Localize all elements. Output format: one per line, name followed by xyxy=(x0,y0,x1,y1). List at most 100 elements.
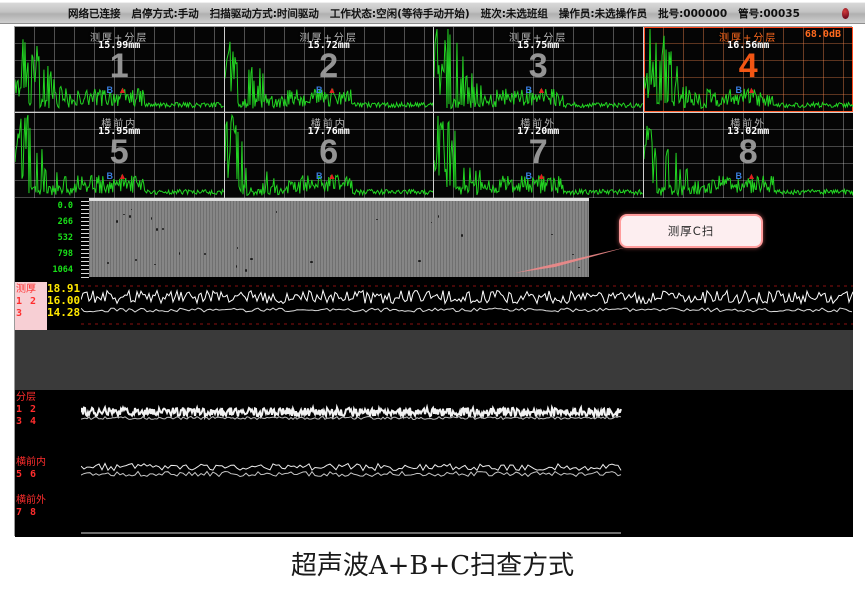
cscan-defect-marker xyxy=(551,233,554,235)
thickness-value: 18.91 xyxy=(47,282,81,295)
ascan-panel-6[interactable]: 横前内 17.76mm 6 B▲ xyxy=(224,112,434,198)
cscan-axis-tick: 1064 xyxy=(52,265,73,275)
cscan-defect-marker xyxy=(235,265,237,268)
ascan-panel-grid: 测厚+分层 15.99mm 1 B▲ 测厚+分层 15.72mm 2 B▲ 测厚+分层 15.75… xyxy=(15,27,853,198)
ascan-gate-markers: B▲ xyxy=(644,171,854,181)
band-label-lamination: 分层 1 2 3 4 xyxy=(15,390,47,455)
ascan-thickness-value: 15.95mm xyxy=(98,125,141,137)
bscan-trace xyxy=(81,462,622,478)
cscan-callout-label: 测厚C扫 xyxy=(667,224,715,238)
status-scan-drive-mode: 扫描驱动方式:时间驱动 xyxy=(209,7,319,20)
cscan-defect-marker xyxy=(115,219,118,223)
band-title: 横前内 xyxy=(16,457,46,468)
ascan-channel-number: 6 xyxy=(319,132,339,171)
status-batch-no: 批号:000000 xyxy=(658,7,728,20)
ascan-title: 横前内 xyxy=(310,118,347,130)
bscan-plot-thickness[interactable] xyxy=(81,282,853,330)
ascan-gate-markers: B▲ xyxy=(15,171,224,181)
cscan-defect-marker xyxy=(460,234,463,238)
ascan-channel-number: 7 xyxy=(528,132,548,171)
cscan-defect-marker xyxy=(375,219,378,221)
gate-a-icon: ▲ xyxy=(118,85,132,95)
bscan-trace xyxy=(81,403,622,421)
cscan-axis-tick: 798 xyxy=(57,249,73,259)
ascan-thickness-value: 17.76mm xyxy=(307,125,350,137)
ascan-channel-number: 8 xyxy=(738,132,758,171)
ascan-title: 横前外 xyxy=(730,118,767,130)
gate-a-icon: ▲ xyxy=(118,170,132,181)
cscan-defect-marker xyxy=(577,267,580,269)
ascan-panel-3[interactable]: 测厚+分层 15.75mm 3 B▲ xyxy=(434,27,644,113)
ascan-gate-markers: B▲ xyxy=(434,85,643,95)
bscan-plot-lamination[interactable] xyxy=(81,390,853,455)
band-channels: 1 2 3 xyxy=(16,296,38,319)
ascan-waveform xyxy=(434,115,643,196)
cscan-top-border xyxy=(89,198,589,201)
figure-caption: 超声波A+B+C扫查方式 xyxy=(290,551,575,581)
ascan-gate-markers: B▲ xyxy=(434,171,643,181)
ascan-panel-2[interactable]: 测厚+分层 15.72mm 2 B▲ xyxy=(224,27,434,113)
cscan-depth-axis: 0.0 266 532 798 1064 xyxy=(15,198,89,282)
cscan-defect-marker xyxy=(134,258,137,261)
thickness-value: 16.00 xyxy=(47,294,81,307)
band-channels: 5 6 xyxy=(16,469,38,480)
cscan-defect-marker xyxy=(245,269,248,272)
gate-a-icon: ▲ xyxy=(747,170,761,181)
status-network: 网络已连接 xyxy=(68,7,121,20)
cscan-defect-marker xyxy=(430,221,432,223)
ascan-title: 测厚+分层 xyxy=(299,33,358,44)
status-bar-items: 网络已连接 启停方式:手动 扫描驱动方式:时间驱动 工作状态:空闲(等待手动开始) 班次… xyxy=(68,6,800,21)
cscan-axis-tick: 532 xyxy=(57,233,73,243)
ascan-panel-1[interactable]: 测厚+分层 15.99mm 1 B▲ xyxy=(15,27,225,113)
ascan-channel-number: 1 xyxy=(109,47,129,85)
ascan-panel-4[interactable]: 测厚+分层 68.0dB 16.56mm 4 B▲ xyxy=(643,27,854,113)
instrument-display: 测厚+分层 15.99mm 1 B▲ 测厚+分层 15.72mm 2 B▲ 测厚+分层 15.75… xyxy=(14,26,853,537)
ascan-waveform xyxy=(434,28,643,110)
ascan-waveform xyxy=(643,125,853,197)
ascan-panel-8[interactable]: 横前外 13.02mm 8 B▲ xyxy=(643,112,854,198)
gate-b-icon: B xyxy=(316,170,328,181)
cscan-defect-marker xyxy=(123,214,126,216)
status-bar: 网络已连接 启停方式:手动 扫描驱动方式:时间驱动 工作状态:空闲(等待手动开始) 班次… xyxy=(0,2,865,24)
cscan-defect-marker xyxy=(162,227,165,230)
bscan-trace xyxy=(81,532,621,534)
cscan-defect-marker xyxy=(276,210,277,213)
ascan-thickness-value: 16.56mm xyxy=(727,40,770,51)
gate-a-icon: ▲ xyxy=(327,85,342,95)
ascan-gate-markers: B▲ xyxy=(225,171,434,181)
gate-b-icon: B xyxy=(525,170,538,181)
led-indicator-icon xyxy=(842,8,849,19)
gate-a-icon: ▲ xyxy=(537,170,551,181)
cscan-axis-tick: 266 xyxy=(57,217,73,227)
status-work-state: 工作状态:空闲(等待手动开始) xyxy=(329,7,470,20)
status-operator: 操作员:未选操作员 xyxy=(558,7,648,20)
cscan-ruler-icon xyxy=(81,201,89,279)
bscan-plot-transverse-front-inner[interactable] xyxy=(81,455,853,513)
cscan-defect-marker xyxy=(130,209,132,210)
band-title: 分层 xyxy=(16,392,36,403)
ascan-panel-7[interactable]: 横前外 17.20mm 7 B▲ xyxy=(434,112,644,198)
gate-b-icon: B xyxy=(106,85,119,95)
bscan-grey-region xyxy=(15,330,853,390)
ascan-gate-markers: B▲ xyxy=(15,85,224,95)
bscan-plot-transverse-front-outer[interactable] xyxy=(81,493,853,537)
status-pipe-no: 管号:00035 xyxy=(738,7,800,20)
band-transverse-front-outer: 横前外 7 8 xyxy=(15,493,853,537)
ascan-panel-5[interactable]: 横前内 15.95mm 5 B▲ xyxy=(15,112,225,198)
cscan-block: 0.0 266 532 798 1064 测厚C扫 xyxy=(15,198,853,282)
ascan-title: 测厚+分层 xyxy=(90,33,149,44)
cscan-image[interactable] xyxy=(89,201,589,277)
ascan-waveform xyxy=(224,41,433,109)
ascan-thickness-value: 15.72mm xyxy=(307,40,350,51)
ascan-gate-markers: B▲ xyxy=(644,85,854,95)
ascan-waveform xyxy=(15,39,224,109)
ascan-waveform xyxy=(643,28,853,110)
ascan-channel-number: 4 xyxy=(738,47,758,85)
band-thickness: 测厚 1 2 3 18.91 16.00 14.28 xyxy=(15,282,853,330)
band-title: 测厚 xyxy=(16,284,36,295)
bscan-trace xyxy=(81,285,853,325)
callout-pointer-icon xyxy=(515,247,627,273)
cscan-defect-marker xyxy=(204,253,206,256)
cscan-defect-marker xyxy=(437,214,439,218)
